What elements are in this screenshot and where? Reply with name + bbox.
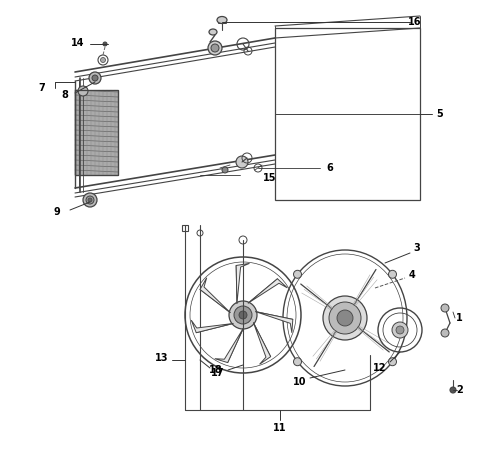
Circle shape: [388, 270, 396, 278]
Text: 6: 6: [326, 163, 334, 173]
Circle shape: [208, 41, 222, 55]
Circle shape: [78, 86, 88, 96]
Text: 1: 1: [456, 313, 462, 323]
Circle shape: [211, 44, 219, 52]
Circle shape: [236, 156, 248, 168]
Circle shape: [441, 304, 449, 312]
Bar: [75, 90, 118, 175]
Bar: [182, 225, 188, 231]
Circle shape: [86, 196, 94, 204]
Circle shape: [337, 310, 353, 326]
Text: 18: 18: [209, 365, 223, 375]
Polygon shape: [191, 320, 233, 333]
Polygon shape: [200, 278, 230, 313]
Polygon shape: [248, 279, 288, 303]
Polygon shape: [255, 312, 293, 333]
Text: 15: 15: [263, 173, 277, 183]
Polygon shape: [215, 328, 243, 363]
Circle shape: [89, 72, 101, 84]
Text: 2: 2: [456, 385, 463, 395]
Bar: [275, 28, 420, 200]
Ellipse shape: [209, 29, 217, 35]
Circle shape: [388, 358, 396, 366]
Circle shape: [293, 358, 301, 366]
Circle shape: [392, 322, 408, 338]
Bar: [75, 90, 118, 175]
Circle shape: [83, 193, 97, 207]
Text: 13: 13: [155, 353, 169, 363]
Text: 8: 8: [61, 90, 69, 100]
Text: 16: 16: [408, 17, 422, 27]
Text: 4: 4: [408, 270, 415, 280]
Circle shape: [222, 167, 228, 173]
Circle shape: [239, 311, 247, 319]
Text: 5: 5: [437, 109, 444, 119]
Ellipse shape: [217, 17, 227, 24]
Circle shape: [323, 296, 367, 340]
Text: 11: 11: [273, 423, 287, 433]
Circle shape: [396, 326, 404, 334]
Circle shape: [293, 270, 301, 278]
Circle shape: [229, 301, 257, 329]
Text: 9: 9: [54, 207, 60, 217]
Circle shape: [450, 387, 456, 393]
Text: 17: 17: [211, 368, 225, 378]
Polygon shape: [236, 263, 250, 304]
Text: 10: 10: [293, 377, 307, 387]
Circle shape: [329, 302, 361, 334]
Polygon shape: [253, 323, 271, 365]
Text: 14: 14: [71, 38, 85, 48]
Circle shape: [234, 306, 252, 324]
Circle shape: [88, 198, 92, 202]
Text: 12: 12: [373, 363, 387, 373]
Circle shape: [441, 329, 449, 337]
Text: 7: 7: [38, 83, 46, 93]
Text: 3: 3: [414, 243, 420, 253]
Circle shape: [92, 75, 98, 81]
Circle shape: [100, 57, 106, 62]
Circle shape: [103, 42, 107, 46]
